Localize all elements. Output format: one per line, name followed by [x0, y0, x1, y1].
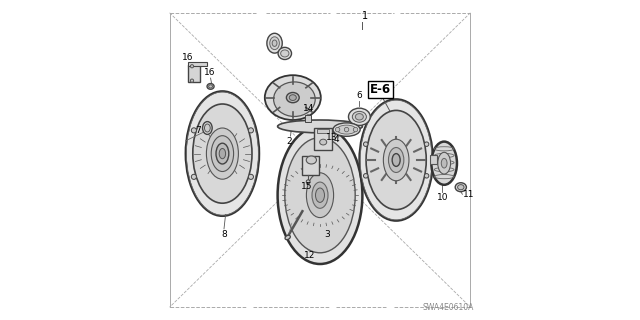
Text: 1: 1: [362, 12, 369, 21]
Text: 2: 2: [287, 137, 292, 146]
Ellipse shape: [431, 141, 457, 185]
Text: SWA4E0610A: SWA4E0610A: [422, 303, 474, 312]
Text: 4: 4: [333, 135, 339, 144]
Text: 11: 11: [463, 190, 475, 199]
Ellipse shape: [307, 173, 333, 218]
Text: 16: 16: [182, 53, 194, 62]
Ellipse shape: [278, 126, 362, 264]
Ellipse shape: [273, 82, 315, 116]
Circle shape: [424, 142, 429, 147]
Bar: [430, 155, 437, 164]
Circle shape: [335, 127, 340, 132]
Ellipse shape: [360, 99, 433, 221]
Text: 8: 8: [221, 230, 227, 239]
Ellipse shape: [320, 139, 326, 145]
Text: E-6: E-6: [370, 83, 392, 96]
Circle shape: [248, 128, 253, 133]
Text: 7: 7: [195, 126, 201, 135]
Ellipse shape: [267, 33, 282, 53]
Ellipse shape: [383, 139, 409, 181]
Circle shape: [191, 174, 196, 180]
Ellipse shape: [337, 125, 356, 134]
Ellipse shape: [442, 158, 447, 168]
Circle shape: [248, 174, 253, 180]
Ellipse shape: [287, 92, 299, 103]
Ellipse shape: [207, 84, 214, 89]
Ellipse shape: [285, 235, 291, 240]
Text: 14: 14: [303, 104, 314, 113]
Ellipse shape: [366, 110, 426, 210]
Ellipse shape: [272, 40, 277, 46]
Ellipse shape: [219, 148, 226, 159]
Ellipse shape: [305, 115, 311, 122]
Ellipse shape: [265, 75, 321, 120]
Bar: [188, 65, 200, 82]
Ellipse shape: [186, 91, 259, 216]
Circle shape: [424, 173, 429, 178]
Ellipse shape: [388, 148, 404, 172]
Bar: [317, 129, 329, 133]
Circle shape: [191, 128, 196, 133]
Ellipse shape: [270, 37, 280, 50]
Ellipse shape: [202, 122, 212, 134]
Text: 13: 13: [326, 133, 338, 142]
Ellipse shape: [316, 188, 324, 203]
Ellipse shape: [355, 114, 364, 120]
Ellipse shape: [458, 185, 464, 190]
Circle shape: [191, 79, 193, 82]
Ellipse shape: [392, 154, 400, 166]
Ellipse shape: [333, 123, 360, 136]
Ellipse shape: [278, 47, 292, 60]
Ellipse shape: [352, 111, 367, 122]
Bar: [188, 62, 207, 66]
Ellipse shape: [312, 182, 328, 208]
Ellipse shape: [285, 138, 355, 253]
Circle shape: [344, 127, 349, 132]
Ellipse shape: [193, 104, 252, 203]
Ellipse shape: [205, 124, 210, 132]
Circle shape: [364, 142, 368, 147]
Bar: [305, 115, 312, 122]
Ellipse shape: [216, 143, 229, 164]
Ellipse shape: [438, 152, 451, 174]
Ellipse shape: [278, 120, 362, 133]
Ellipse shape: [206, 128, 239, 179]
Ellipse shape: [280, 50, 289, 57]
Ellipse shape: [211, 136, 234, 172]
Ellipse shape: [209, 85, 212, 88]
Ellipse shape: [455, 183, 467, 192]
Text: 10: 10: [436, 193, 448, 202]
Circle shape: [353, 127, 358, 132]
Ellipse shape: [289, 95, 296, 100]
Text: 6: 6: [356, 91, 362, 100]
Circle shape: [364, 173, 368, 178]
Text: 3: 3: [324, 230, 330, 239]
Bar: [302, 156, 319, 175]
Text: 12: 12: [304, 251, 316, 260]
Bar: [314, 128, 332, 150]
Ellipse shape: [349, 108, 370, 125]
Text: 15: 15: [301, 182, 312, 191]
Circle shape: [306, 180, 310, 184]
Ellipse shape: [307, 156, 317, 164]
Text: 16: 16: [204, 68, 216, 77]
Circle shape: [191, 65, 193, 68]
